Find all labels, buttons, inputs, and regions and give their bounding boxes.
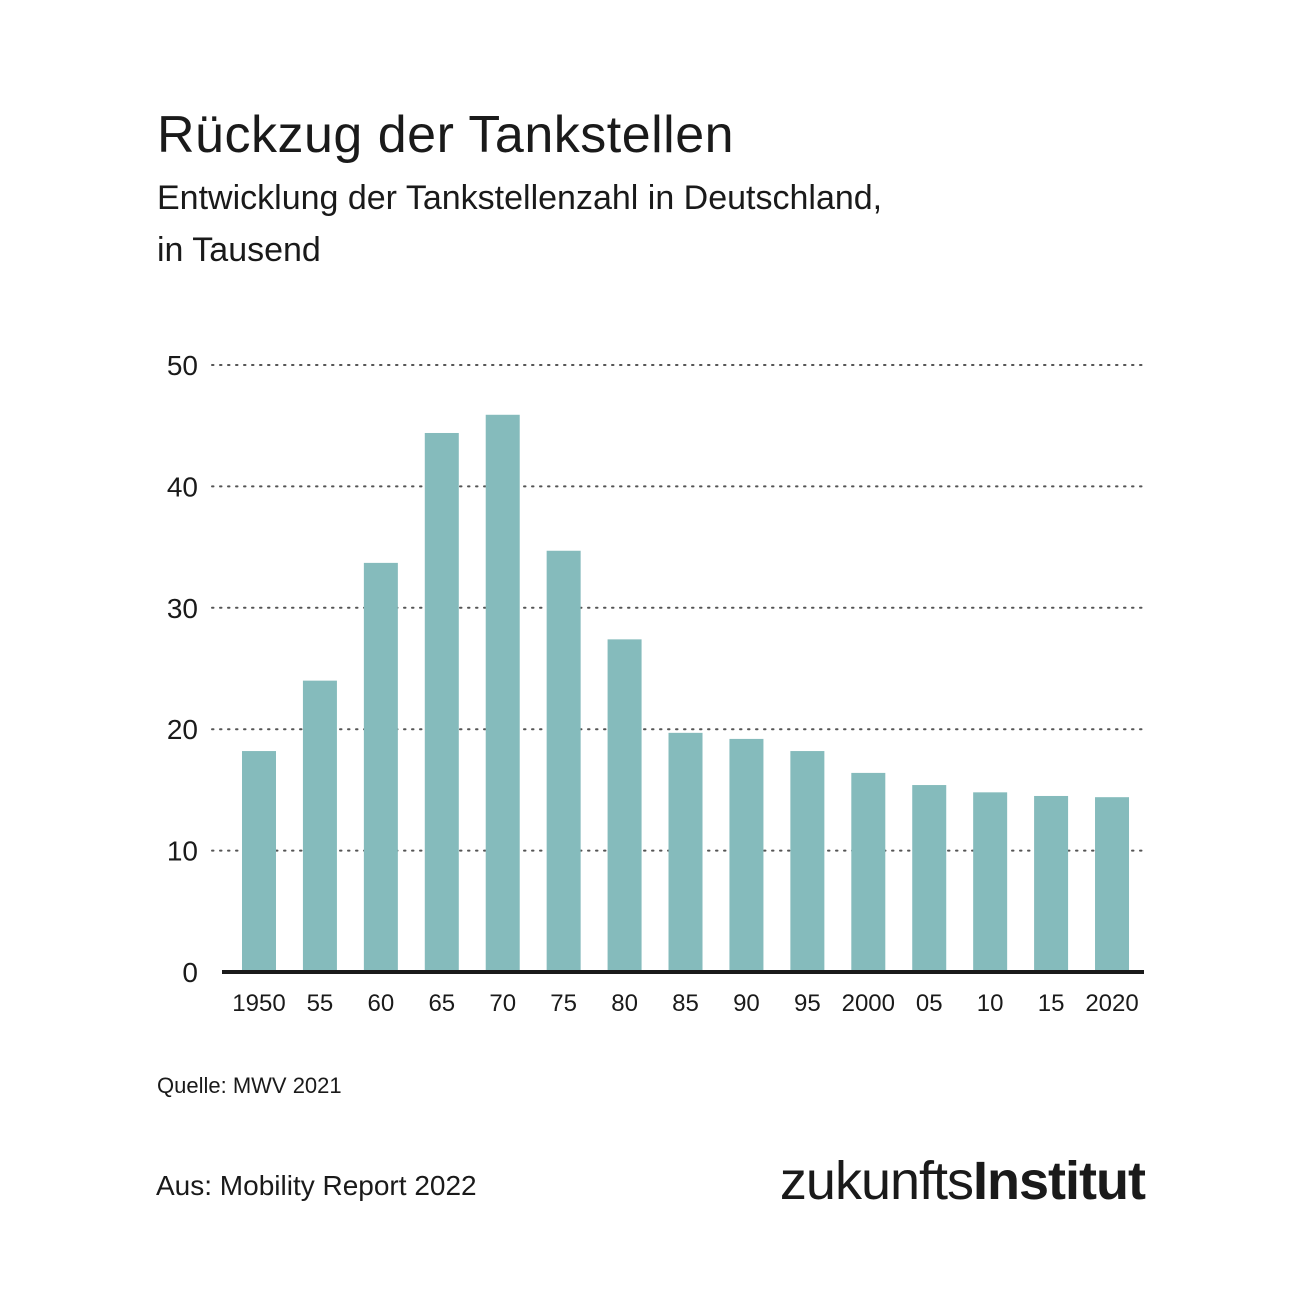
x-tick-label: 75 <box>550 990 577 1017</box>
bar-80 <box>607 639 642 972</box>
y-tick-label: 50 <box>167 350 198 381</box>
x-tick-label: 1950 <box>232 990 285 1017</box>
x-tick-label: 80 <box>611 990 638 1017</box>
source-note: Quelle: MWV 2021 <box>157 1073 342 1098</box>
x-tick-label: 15 <box>1038 990 1065 1017</box>
bar-60 <box>363 562 398 972</box>
chart-subtitle: Entwicklung der Tankstellenzahl in Deuts… <box>157 172 1057 276</box>
x-tick-label: 05 <box>916 990 943 1017</box>
x-tick-label: 2020 <box>1085 990 1138 1017</box>
x-tick-label: 60 <box>368 990 395 1017</box>
x-tick-label: 55 <box>307 990 334 1017</box>
x-tick-label: 10 <box>977 990 1004 1017</box>
bar-65 <box>424 432 459 972</box>
bar-05 <box>912 785 947 972</box>
chart-title: Rückzug der Tankstellen <box>157 106 735 164</box>
x-tick-label: 95 <box>794 990 821 1017</box>
bar-55 <box>302 680 337 972</box>
bar-15 <box>1034 795 1069 972</box>
x-axis-ticks: 1950 55 60 65 70 75 80 85 90 95 2000 05 10 15 2020 <box>232 990 1138 1017</box>
publication-note: Aus: Mobility Report 2022 <box>156 1170 477 1201</box>
x-tick-label: 70 <box>489 990 516 1017</box>
x-tick-label: 90 <box>733 990 760 1017</box>
x-tick-label: 65 <box>428 990 455 1017</box>
bar-2000 <box>851 772 886 972</box>
bar-70 <box>485 414 520 972</box>
bar-95 <box>790 751 825 972</box>
bar-90 <box>729 738 764 972</box>
x-tick-label: 2000 <box>842 990 895 1017</box>
zukunftsinstitut-logo: zukunftsInstitut <box>779 1150 1146 1212</box>
y-tick-label: 30 <box>167 593 198 624</box>
logo-text-light: zukunfts <box>779 1151 974 1211</box>
bar-2020 <box>1095 797 1130 972</box>
y-tick-label: 0 <box>182 957 198 988</box>
y-tick-label: 10 <box>167 836 198 867</box>
subtitle-line-1: Entwicklung der Tankstellenzahl in Deuts… <box>157 179 883 217</box>
y-tick-label: 20 <box>167 714 198 745</box>
bar-10 <box>973 792 1008 972</box>
bar-85 <box>668 732 703 972</box>
subtitle-line-2: in Tausend <box>157 231 321 269</box>
bars <box>242 414 1130 972</box>
y-tick-label: 40 <box>167 471 198 502</box>
x-tick-label: 85 <box>672 990 699 1017</box>
y-axis-ticks: 0 10 20 30 40 50 <box>167 350 198 988</box>
bar-1950 <box>242 751 276 972</box>
logo-text-bold: Institut <box>973 1151 1146 1211</box>
bar-75 <box>546 550 581 972</box>
